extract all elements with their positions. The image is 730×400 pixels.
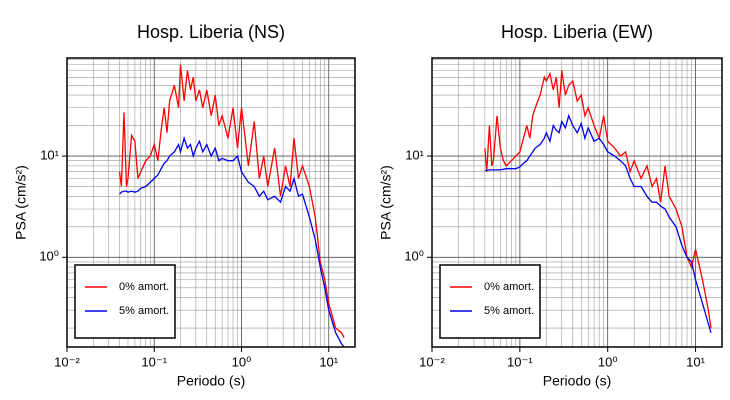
legend-label: 5% amort. — [484, 305, 534, 317]
chart-title: Hosp. Liberia (NS) — [137, 22, 285, 42]
x-tick-label: 10⁻¹ — [141, 354, 167, 369]
legend-label: 0% amort. — [119, 281, 169, 293]
x-tick-label: 10⁻² — [54, 354, 80, 369]
x-tick-label: 10⁰ — [598, 354, 618, 369]
series-line — [484, 70, 712, 329]
x-axis-label: Periodo (s) — [177, 373, 245, 389]
chart-title: Hosp. Liberia (EW) — [501, 22, 653, 42]
series-line — [484, 113, 712, 333]
x-tick-label: 10¹ — [686, 354, 705, 369]
y-axis-label: PSA (cm/s²) — [13, 165, 29, 240]
x-axis-label: Periodo (s) — [543, 373, 611, 389]
panel: 10⁻² 10⁻¹ 10⁰ 10¹ 10⁰ 10¹ Hosp. Liberia (EW) Pe… — [378, 22, 723, 389]
x-tick-label: 10⁻¹ — [507, 354, 533, 369]
plot-frame — [66, 57, 356, 348]
y-axis-label: PSA (cm/s²) — [378, 165, 394, 240]
legend: 0% amort. 5% amort. — [439, 264, 541, 339]
plot-frame — [431, 57, 723, 348]
series-line — [118, 64, 345, 339]
x-tick-label: 10¹ — [319, 354, 338, 369]
legend: 0% amort. 5% amort. — [74, 264, 176, 339]
y-tick-label: 10⁰ — [404, 249, 424, 264]
x-tick-label: 10⁰ — [232, 354, 252, 369]
y-tick-label: 10⁰ — [39, 249, 59, 264]
legend-box — [74, 264, 176, 339]
y-tick-label: 10¹ — [40, 147, 59, 162]
x-tick-label: 10⁻² — [419, 354, 445, 369]
legend-label: 5% amort. — [119, 305, 169, 317]
y-tick-label: 10¹ — [405, 147, 424, 162]
legend-box — [439, 264, 541, 339]
series-line — [119, 135, 345, 348]
legend-label: 0% amort. — [484, 281, 534, 293]
panel: 10⁻² 10⁻¹ 10⁰ 10¹ 10⁰ 10¹ Hosp. Liberia (NS) Pe… — [13, 22, 356, 389]
